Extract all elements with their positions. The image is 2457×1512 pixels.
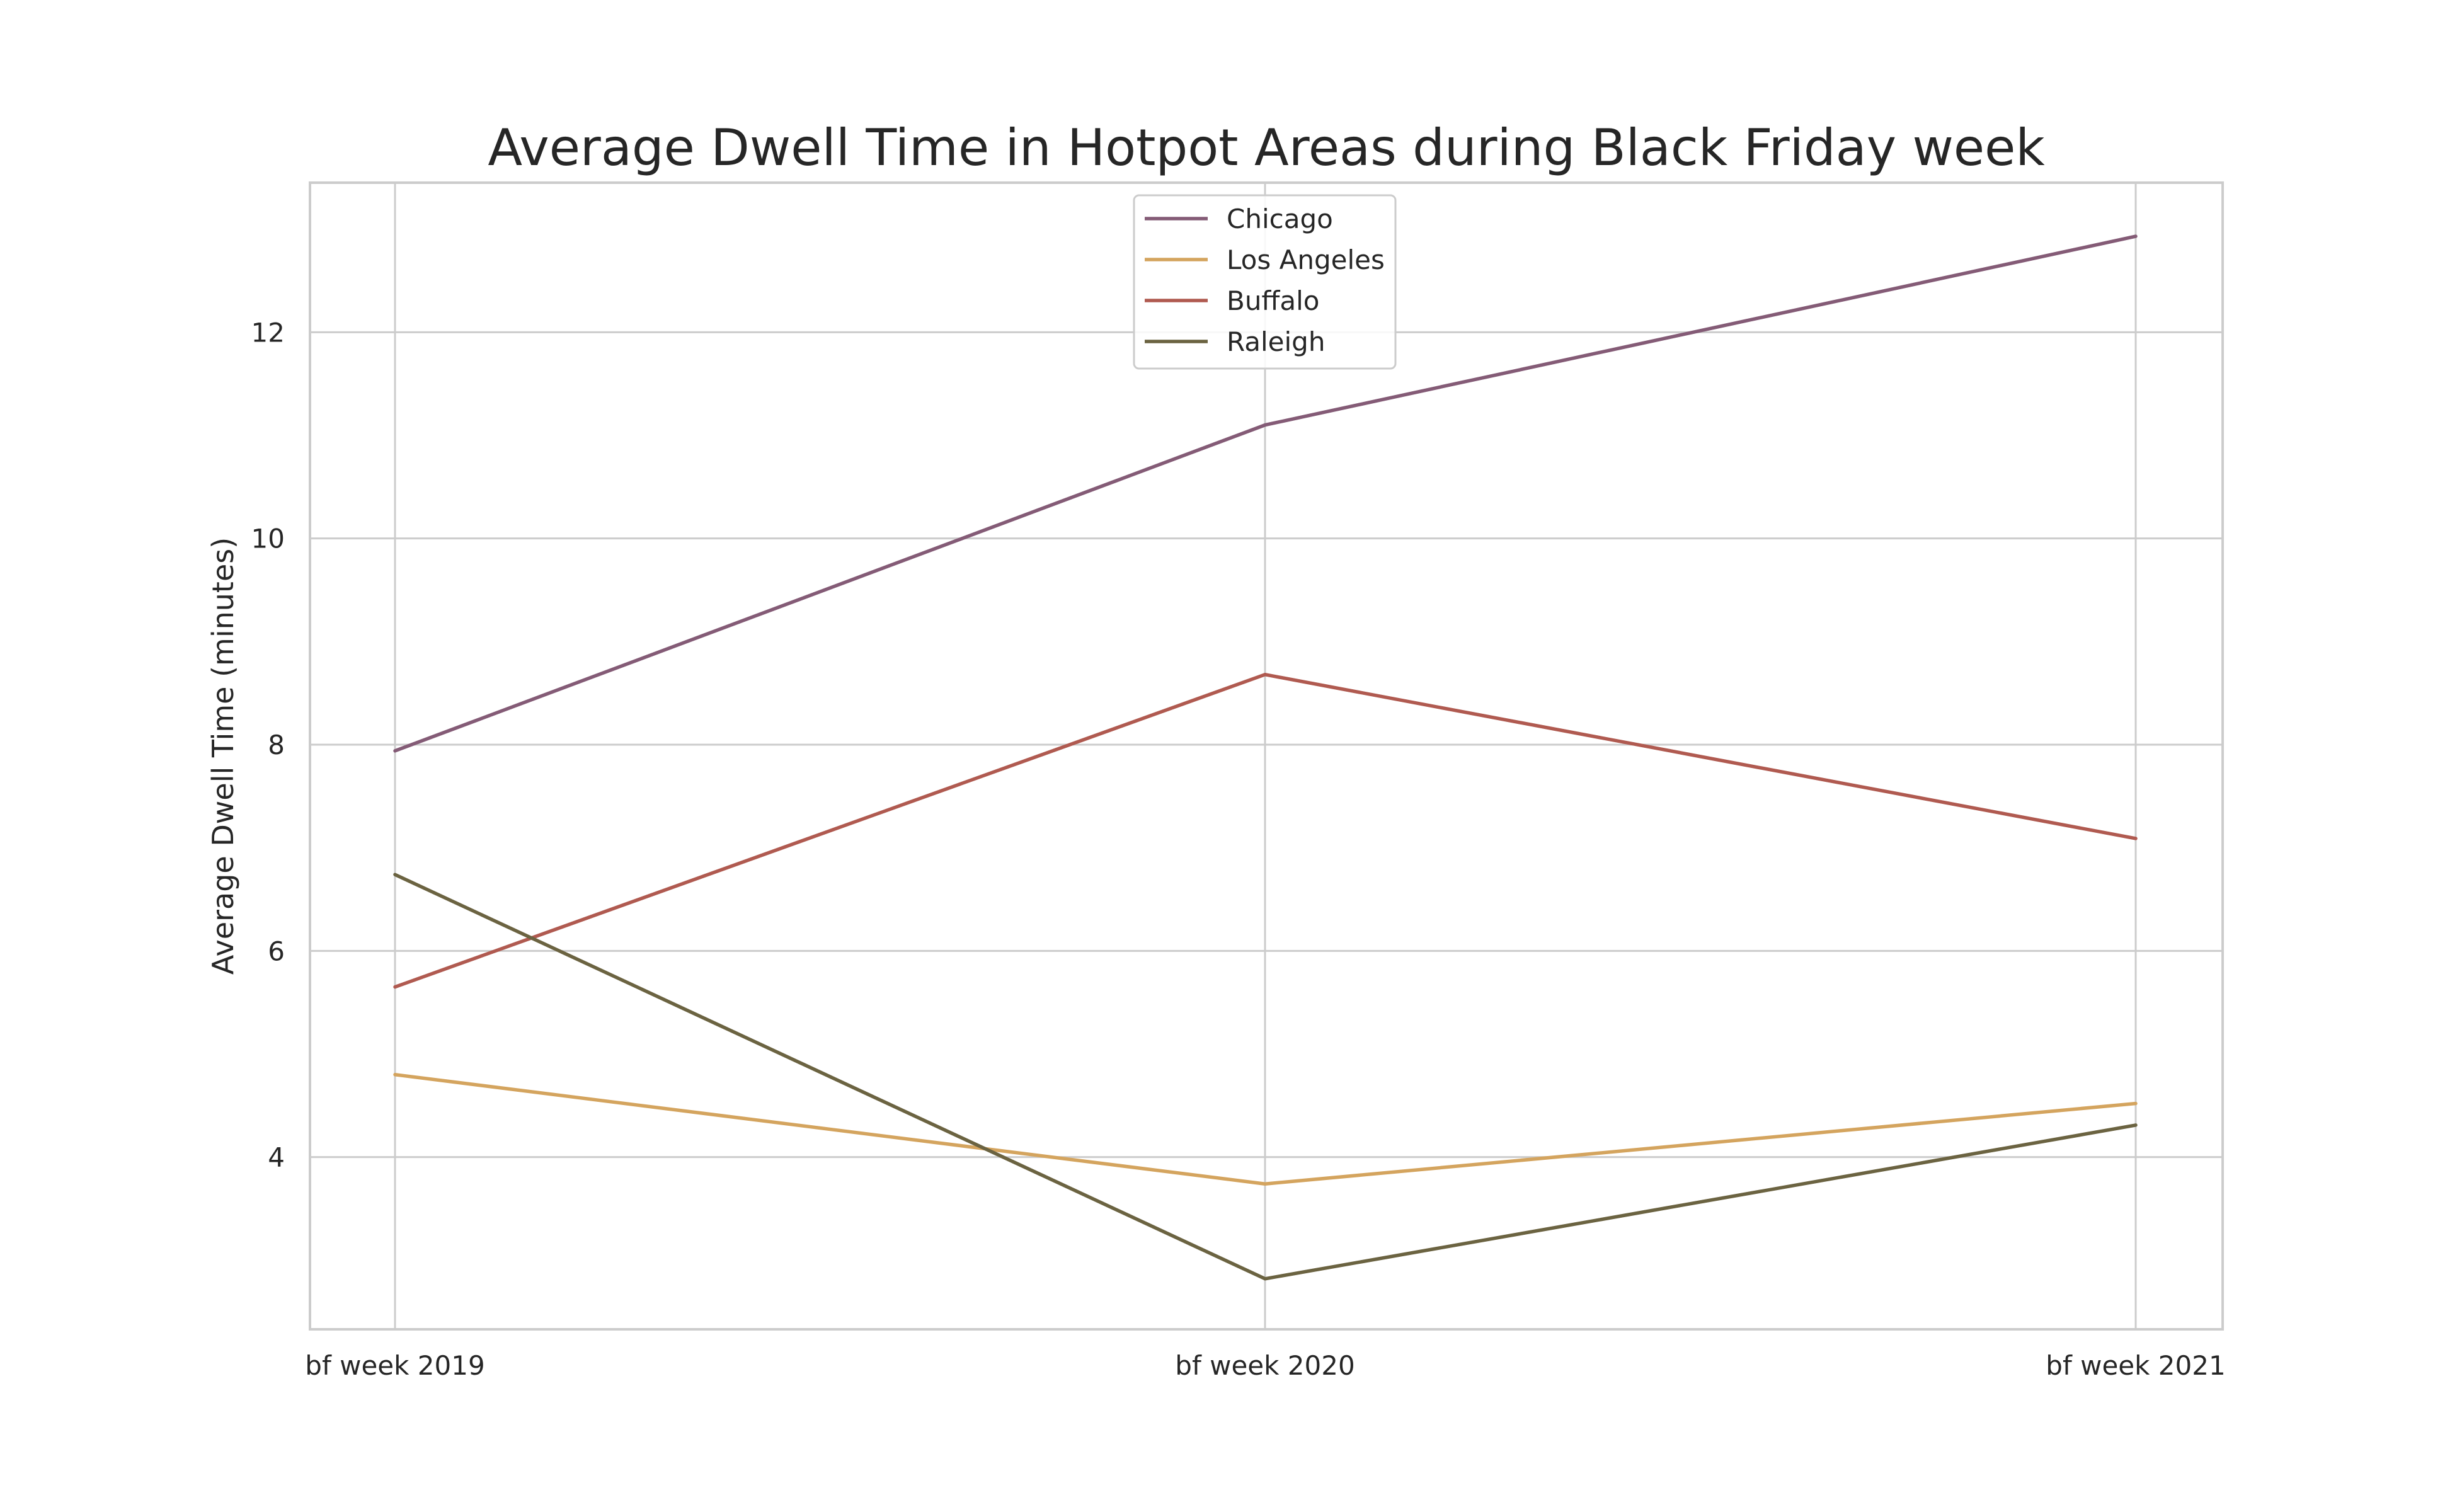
y-tick-label: 4: [268, 1142, 285, 1173]
legend: Chicago Los Angeles Buffalo Raleigh: [1133, 194, 1397, 370]
y-tick-label: 12: [251, 317, 285, 348]
x-tick-label: bf week 2019: [305, 1350, 484, 1381]
legend-label: Buffalo: [1227, 285, 1319, 316]
plot-frame: [309, 181, 2224, 1331]
x-tick-label: bf week 2020: [1175, 1350, 1354, 1381]
x-tick-label: bf week 2021: [2046, 1350, 2225, 1381]
chart-title: Average Dwell Time in Hotpot Areas durin…: [488, 118, 2045, 177]
y-tick-labels: 4 6 8 10 12: [251, 317, 285, 1172]
legend-label: Raleigh: [1227, 326, 1325, 357]
legend-label: Chicago: [1227, 203, 1333, 234]
x-tick-labels: bf week 2019 bf week 2020 bf week 2021: [305, 1350, 2225, 1381]
y-tick-label: 10: [251, 524, 285, 554]
legend-label: Los Angeles: [1227, 244, 1385, 275]
grid-layer: [310, 183, 2223, 1329]
y-axis-label: Average Dwell Time (minutes): [206, 537, 240, 975]
y-tick-label: 6: [268, 936, 285, 966]
series-layer: [393, 234, 2138, 1281]
y-tick-label: 8: [268, 730, 285, 760]
legend-box: [1133, 194, 1397, 370]
